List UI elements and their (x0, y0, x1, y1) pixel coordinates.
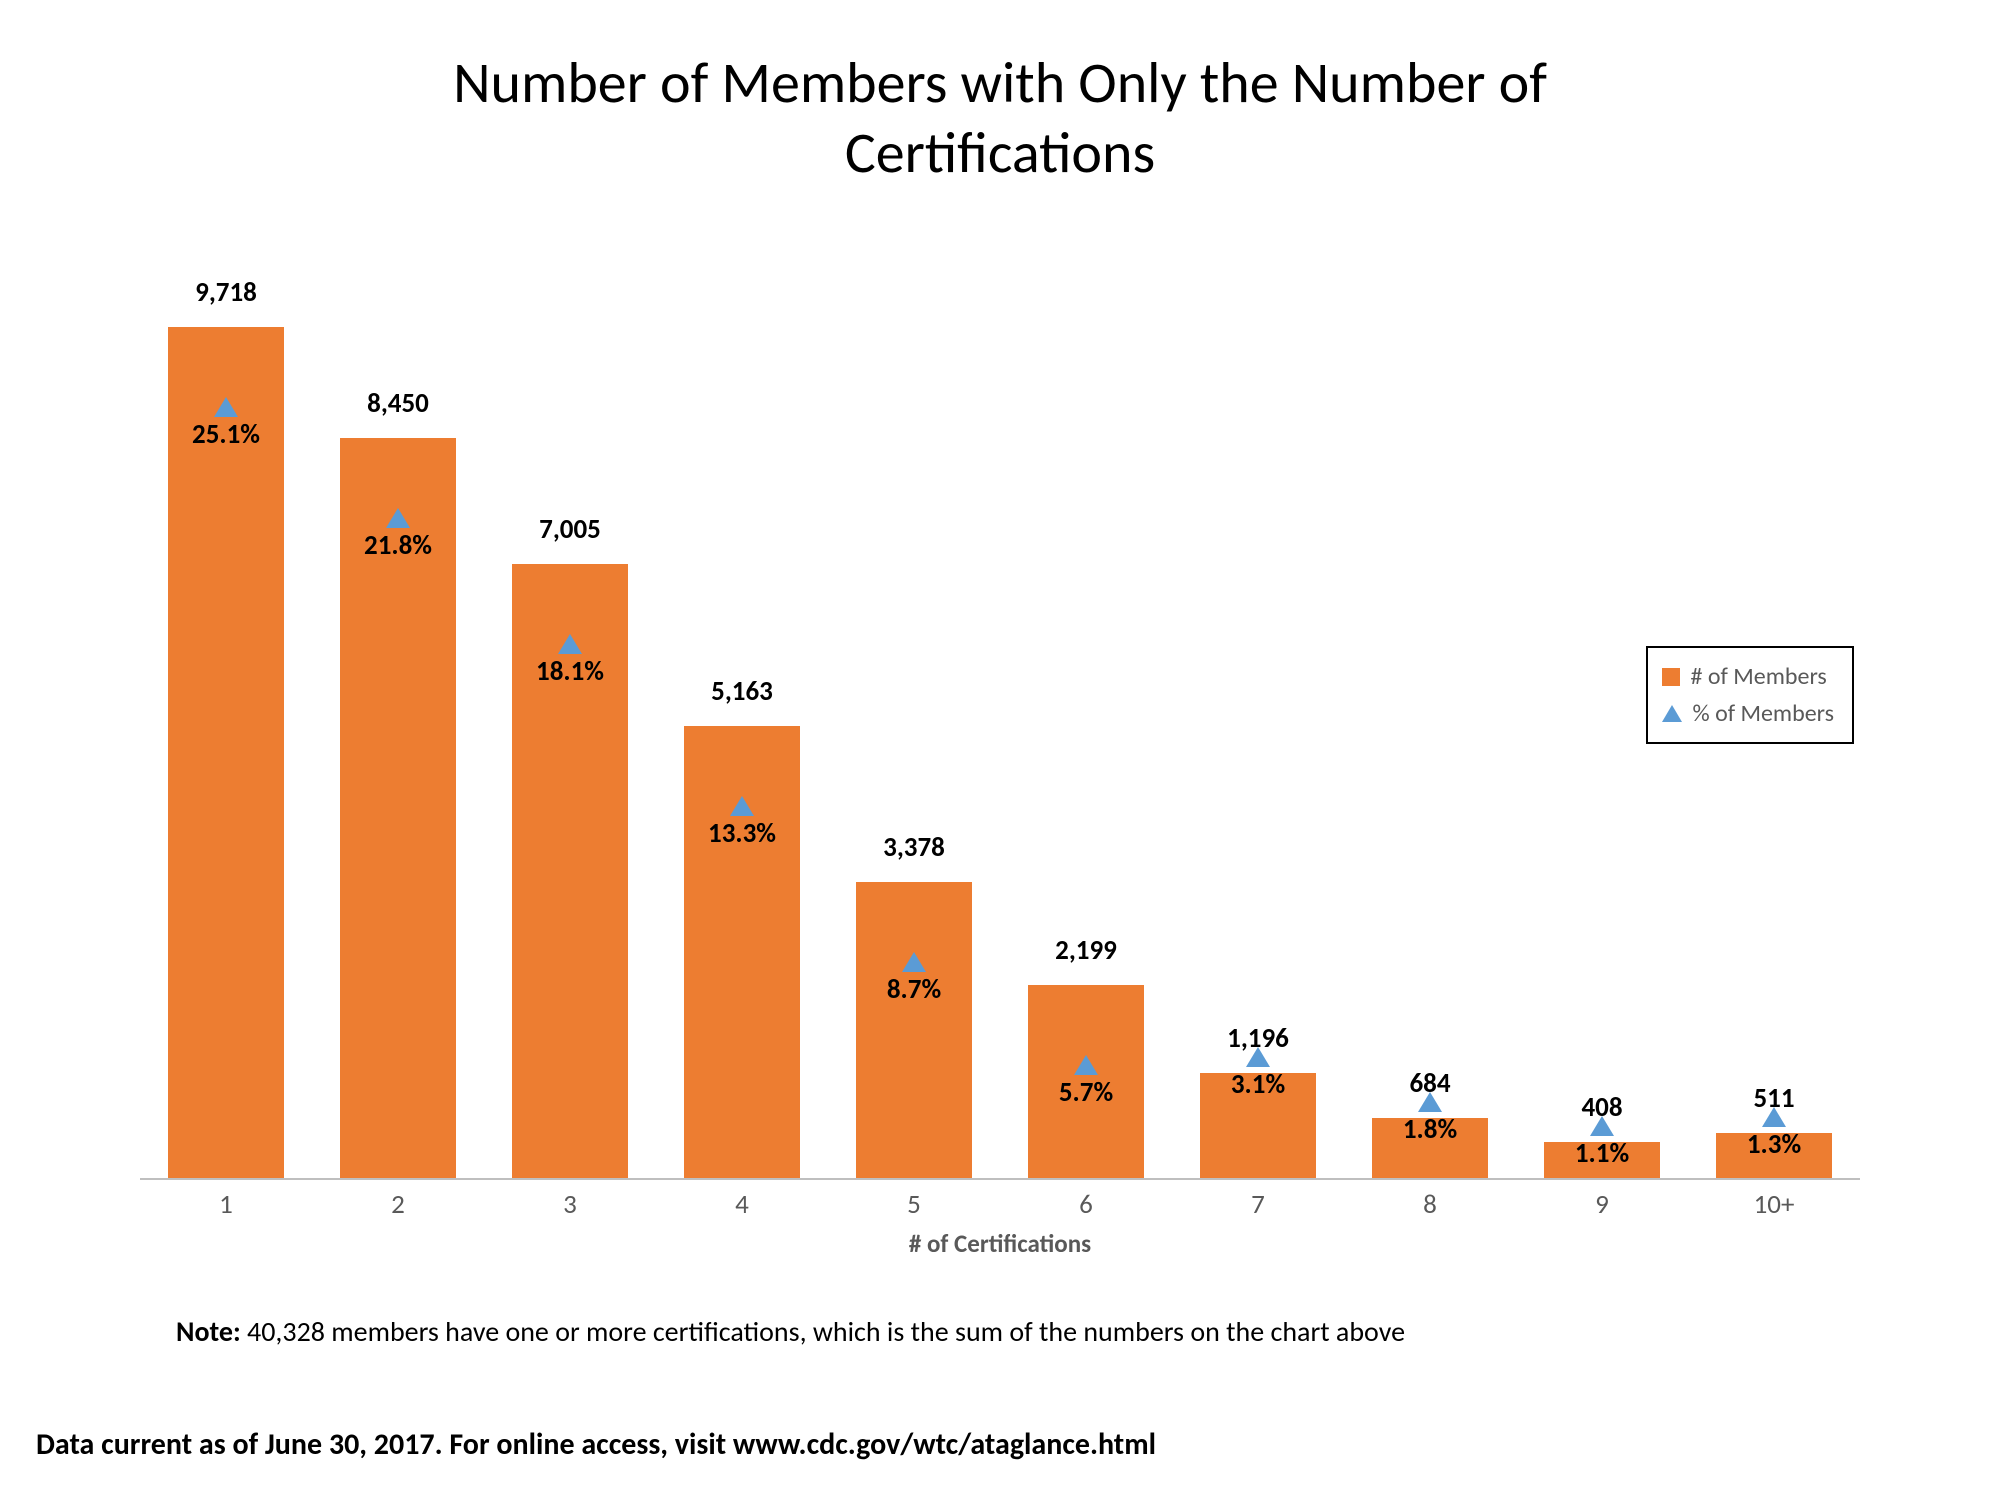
title-line-1: Number of Members with Only the Number o… (453, 47, 1547, 118)
percent-label: 13.3% (708, 817, 776, 850)
x-axis-title: # of Certifications (140, 1228, 1860, 1259)
plot-region: 9,718 25.1% 8,450 21.8% 7,005 18.1% 5,163 13.3%… (140, 260, 1860, 1180)
percent-label: 3.1% (1231, 1068, 1285, 1101)
legend-label: % of Members (1692, 699, 1834, 728)
x-tick-label: 10+ (1688, 1188, 1860, 1221)
triangle-icon (1662, 705, 1682, 722)
percent-label: 25.1% (192, 418, 260, 451)
triangle-icon (1074, 1055, 1098, 1075)
bar (684, 726, 800, 1178)
bar-slot: 8,450 21.8% (312, 258, 484, 1178)
bar-slot: 5,163 13.3% (656, 258, 828, 1178)
value-label: 7,005 (539, 513, 601, 546)
legend: # of Members % of Members (1646, 646, 1854, 744)
x-tick-label: 3 (484, 1188, 656, 1221)
bar-slot: 1,1963.1% (1172, 258, 1344, 1178)
x-tick-label: 6 (1000, 1188, 1172, 1221)
note-text: 40,328 members have one or more certific… (241, 1314, 1405, 1349)
chart-note: Note: 40,328 members have one or more ce… (176, 1314, 1405, 1349)
x-tick-label: 2 (312, 1188, 484, 1221)
bar-slot: 7,005 18.1% (484, 258, 656, 1178)
percent-label: 5.7% (1059, 1076, 1113, 1109)
triangle-icon (1762, 1107, 1786, 1127)
percent-label: 1.1% (1575, 1137, 1629, 1170)
legend-item-percent: % of Members (1662, 695, 1834, 732)
note-prefix: Note: (176, 1314, 241, 1349)
x-tick-label: 1 (140, 1188, 312, 1221)
triangle-icon (1246, 1047, 1270, 1067)
x-tick-label: 5 (828, 1188, 1000, 1221)
x-tick-label: 4 (656, 1188, 828, 1221)
triangle-icon (730, 796, 754, 816)
value-label: 8,450 (367, 387, 429, 420)
percent-label: 1.3% (1747, 1128, 1801, 1161)
triangle-icon (1590, 1116, 1614, 1136)
footer-text: Data current as of June 30, 2017. For on… (36, 1426, 1156, 1463)
bar (856, 882, 972, 1178)
chart-area: 9,71825.1%8,45021.8%7,00518.1%5,16313.3%… (140, 260, 1860, 1250)
bar-slot: 3,378 8.7% (828, 258, 1000, 1178)
triangle-icon (214, 397, 238, 417)
percent-label: 21.8% (364, 529, 432, 562)
bar-slot: 9,718 25.1% (140, 258, 312, 1178)
value-label: 9,718 (195, 276, 257, 309)
legend-item-members: # of Members (1662, 658, 1834, 695)
triangle-icon (558, 634, 582, 654)
value-label: 5,163 (711, 675, 773, 708)
square-icon (1662, 668, 1680, 686)
percent-label: 8.7% (887, 973, 941, 1006)
percent-label: 1.8% (1403, 1113, 1457, 1146)
title-line-2: Certifications (845, 117, 1155, 188)
x-tick-label: 7 (1172, 1188, 1344, 1221)
x-tick-label: 9 (1516, 1188, 1688, 1221)
bar-slot: 6841.8% (1344, 258, 1516, 1178)
triangle-icon (1418, 1092, 1442, 1112)
bar-slot: 2,199 5.7% (1000, 258, 1172, 1178)
bar (168, 327, 284, 1178)
value-label: 3,378 (883, 831, 945, 864)
value-label: 2,199 (1055, 934, 1117, 967)
triangle-icon (902, 952, 926, 972)
percent-label: 18.1% (536, 655, 604, 688)
chart-title: Number of Members with Only the Number o… (0, 0, 2000, 207)
legend-label: # of Members (1690, 662, 1826, 691)
x-tick-label: 8 (1344, 1188, 1516, 1221)
triangle-icon (386, 508, 410, 528)
